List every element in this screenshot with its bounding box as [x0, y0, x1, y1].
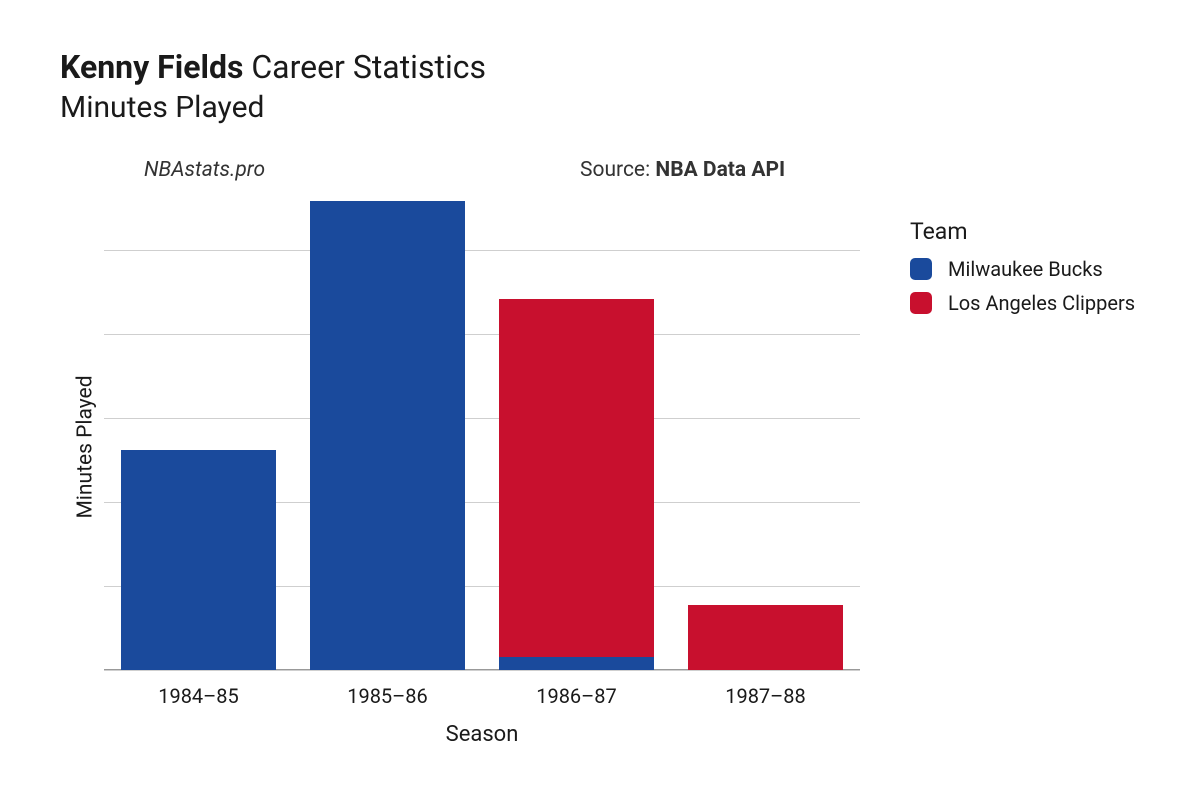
chart-subtitle: Minutes Played [60, 90, 486, 125]
source-name: NBA Data API [655, 158, 785, 182]
legend-swatch [910, 258, 932, 280]
grid-line [104, 670, 860, 671]
legend-swatch [910, 292, 932, 314]
grid-line [104, 334, 860, 335]
bar-segment [310, 201, 465, 670]
x-tick-label: 1984–85 [158, 684, 239, 708]
grid-line [104, 418, 860, 419]
legend-item: Los Angeles Clippers [910, 291, 1135, 315]
title-regular: Career Statistics [243, 48, 486, 86]
legend-title: Team [910, 218, 1135, 245]
x-axis-label: Season [432, 722, 532, 747]
x-tick-label: 1986–87 [536, 684, 617, 708]
legend: Team Milwaukee Bucks Los Angeles Clippers [910, 218, 1135, 325]
y-axis-label: Minutes Played [74, 375, 98, 518]
bar-segment [499, 657, 654, 670]
legend-item: Milwaukee Bucks [910, 257, 1135, 281]
source-prefix: Source: [580, 158, 655, 182]
chart-plot-area [104, 200, 860, 670]
bar-segment [499, 299, 654, 658]
legend-label: Los Angeles Clippers [948, 291, 1135, 315]
x-tick-label: 1985–86 [347, 684, 428, 708]
annotation-site-credit: NBAstats.pro [144, 158, 265, 182]
legend-label: Milwaukee Bucks [948, 257, 1103, 281]
grid-line [104, 250, 860, 251]
annotation-source: Source: NBA Data API [580, 158, 785, 182]
legend-items: Milwaukee Bucks Los Angeles Clippers [910, 257, 1135, 315]
x-tick-label: 1987–88 [725, 684, 806, 708]
bar-segment [688, 605, 843, 670]
bar-segment [121, 450, 276, 670]
title-bold: Kenny Fields [60, 48, 243, 86]
chart-title-line1: Kenny Fields Career Statistics [60, 48, 486, 86]
chart-title-block: Kenny Fields Career Statistics Minutes P… [60, 48, 486, 125]
